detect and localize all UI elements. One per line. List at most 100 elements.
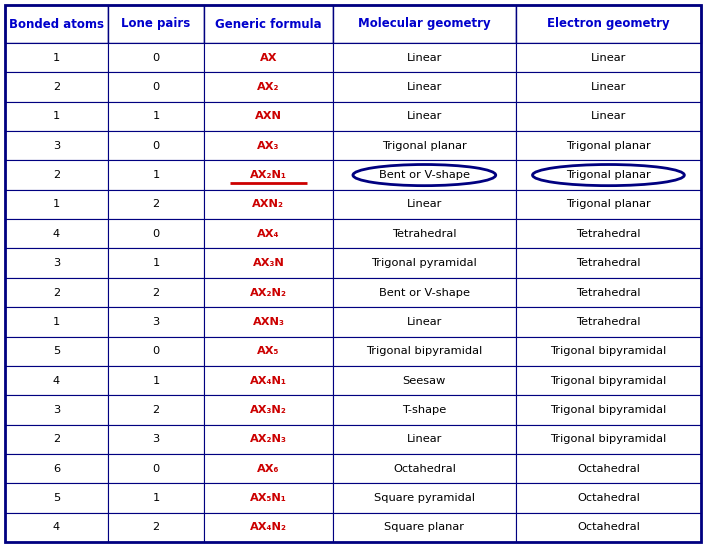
Text: Bent or V-shape: Bent or V-shape: [379, 170, 469, 180]
Text: AX₄: AX₄: [257, 229, 280, 239]
Text: Trigonal planar: Trigonal planar: [566, 200, 651, 210]
Text: AXN₂: AXN₂: [253, 200, 285, 210]
Bar: [5, 102, 108, 131]
Text: AX: AX: [260, 53, 277, 63]
Bar: [5, 395, 108, 424]
Text: Tetrahedral: Tetrahedral: [576, 288, 640, 298]
Bar: [5, 160, 108, 190]
Text: 2: 2: [53, 82, 60, 92]
Bar: [333, 102, 516, 131]
Bar: [5, 366, 108, 395]
Text: AX₂N₂: AX₂N₂: [250, 288, 287, 298]
Bar: [204, 219, 333, 248]
Text: Trigonal planar: Trigonal planar: [566, 141, 651, 151]
Text: Tetrahedral: Tetrahedral: [576, 229, 640, 239]
Bar: [5, 513, 108, 542]
Text: 3: 3: [53, 258, 60, 268]
Text: 5: 5: [53, 346, 60, 356]
Text: AXN: AXN: [255, 112, 282, 121]
Bar: [108, 219, 204, 248]
Bar: [5, 454, 108, 484]
Bar: [204, 248, 333, 278]
Text: Linear: Linear: [591, 53, 626, 63]
Text: Linear: Linear: [407, 317, 442, 327]
Bar: [516, 190, 701, 219]
Text: Bonded atoms: Bonded atoms: [9, 18, 104, 31]
Bar: [516, 43, 701, 72]
Bar: [516, 513, 701, 542]
Bar: [204, 366, 333, 395]
Text: AX₅: AX₅: [257, 346, 280, 356]
Text: AX₄N₁: AX₄N₁: [250, 376, 287, 386]
Text: 3: 3: [152, 317, 160, 327]
Bar: [204, 513, 333, 542]
Bar: [5, 72, 108, 102]
Text: Tetrahedral: Tetrahedral: [392, 229, 457, 239]
Text: 1: 1: [53, 112, 60, 121]
Text: Trigonal pyramidal: Trigonal pyramidal: [371, 258, 477, 268]
Text: Molecular geometry: Molecular geometry: [358, 18, 491, 31]
Bar: [516, 131, 701, 160]
Text: Octahedral: Octahedral: [577, 493, 640, 503]
Text: Linear: Linear: [407, 53, 442, 63]
Text: Linear: Linear: [591, 82, 626, 92]
Bar: [333, 395, 516, 424]
Bar: [108, 484, 204, 513]
Bar: [333, 5, 516, 43]
Text: Octahedral: Octahedral: [577, 464, 640, 474]
Text: 6: 6: [53, 464, 60, 474]
Bar: [516, 278, 701, 307]
Bar: [516, 366, 701, 395]
Bar: [5, 278, 108, 307]
Bar: [516, 160, 701, 190]
Text: 0: 0: [152, 464, 160, 474]
Bar: [108, 131, 204, 160]
Bar: [204, 43, 333, 72]
Bar: [5, 43, 108, 72]
Bar: [333, 248, 516, 278]
Bar: [333, 513, 516, 542]
Bar: [108, 190, 204, 219]
Bar: [204, 454, 333, 484]
Bar: [5, 5, 108, 43]
Bar: [333, 307, 516, 336]
Text: 0: 0: [152, 229, 160, 239]
Text: 4: 4: [53, 229, 60, 239]
Bar: [516, 5, 701, 43]
Bar: [204, 424, 333, 454]
Bar: [5, 131, 108, 160]
Bar: [108, 160, 204, 190]
Text: 4: 4: [53, 376, 60, 386]
Bar: [108, 278, 204, 307]
Text: Trigonal bipyramidal: Trigonal bipyramidal: [550, 405, 666, 415]
Bar: [516, 307, 701, 336]
Bar: [108, 5, 204, 43]
Text: 1: 1: [152, 170, 160, 180]
Bar: [108, 102, 204, 131]
Text: 2: 2: [152, 200, 160, 210]
Bar: [516, 336, 701, 366]
Bar: [5, 484, 108, 513]
Text: 2: 2: [53, 434, 60, 444]
Bar: [204, 131, 333, 160]
Text: AX₆: AX₆: [257, 464, 280, 474]
Text: 3: 3: [152, 434, 160, 444]
Text: 5: 5: [53, 493, 60, 503]
Text: 1: 1: [53, 317, 60, 327]
Bar: [5, 307, 108, 336]
Text: AXN₃: AXN₃: [253, 317, 285, 327]
Text: Lone pairs: Lone pairs: [121, 18, 191, 31]
Bar: [5, 219, 108, 248]
Bar: [516, 454, 701, 484]
Bar: [333, 219, 516, 248]
Text: Linear: Linear: [407, 112, 442, 121]
Bar: [204, 102, 333, 131]
Text: 3: 3: [53, 141, 60, 151]
Text: Seesaw: Seesaw: [402, 376, 446, 386]
Text: Octahedral: Octahedral: [393, 464, 456, 474]
Text: 0: 0: [152, 141, 160, 151]
Bar: [516, 72, 701, 102]
Text: Generic formula: Generic formula: [215, 18, 322, 31]
Bar: [108, 424, 204, 454]
Text: 2: 2: [152, 288, 160, 298]
